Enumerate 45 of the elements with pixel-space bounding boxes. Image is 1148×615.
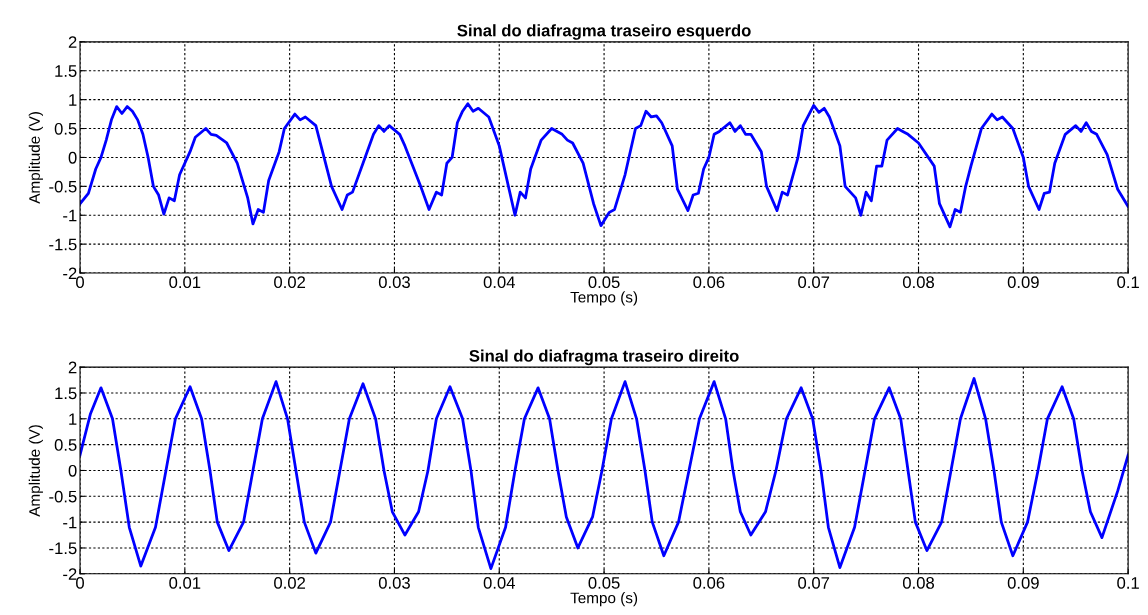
y-tick-label: -1.5 (49, 542, 77, 555)
x-tick-label: 0.08 (902, 577, 935, 589)
y-axis-title: Amplitude (V) (28, 425, 43, 517)
y-tick-label: 1.5 (55, 65, 77, 77)
x-tick-label: 0.09 (1007, 577, 1039, 589)
y-tick-label: -1.5 (49, 238, 77, 251)
x-tick-label: 0.06 (693, 276, 725, 289)
x-tick-label: 0.01 (169, 276, 201, 289)
y-axis-title: Amplitude (V) (28, 112, 43, 204)
chart-title: Sinal do diafragma traseiro direito (469, 349, 739, 366)
x-tick-label: 0.04 (483, 577, 515, 589)
y-tick-label: -1 (63, 516, 77, 529)
y-tick-label: 0.5 (54, 439, 77, 451)
chart-title: Sinal do diafragma traseiro esquerdo (457, 24, 751, 40)
y-tick-label: 0 (68, 151, 77, 164)
x-tick-label: 0.01 (169, 577, 201, 589)
x-tick-label: 0.03 (378, 276, 410, 289)
x-tick-label: 0.02 (274, 276, 306, 289)
y-tick-label: 1 (69, 413, 77, 425)
x-tick-label: 0.1 (1117, 577, 1139, 589)
y-tick-label: 0 (68, 464, 77, 477)
x-tick-label: 0.02 (274, 577, 306, 589)
x-tick-label: 0.07 (798, 577, 830, 589)
x-tick-label: 0.05 (588, 577, 620, 589)
x-tick-label: 0.04 (483, 276, 515, 289)
x-tick-label: 0.03 (378, 577, 410, 589)
y-tick-label: -2 (63, 267, 77, 280)
x-tick-label: 0.05 (588, 276, 620, 289)
x-tick-label: 0.07 (798, 276, 830, 289)
y-tick-label: -0.5 (49, 180, 77, 193)
y-tick-label: -0.5 (49, 490, 77, 503)
line-series (80, 102, 1129, 229)
x-axis-title: Tempo (s) (570, 592, 638, 607)
y-tick-label: -2 (63, 568, 77, 580)
y-tick-label: 1.5 (55, 387, 77, 400)
y-tick-label: 0.5 (54, 122, 77, 135)
x-axis-title: Tempo (s) (570, 291, 638, 306)
x-tick-label: 0.06 (693, 577, 725, 589)
y-tick-label: 2 (68, 361, 77, 374)
y-tick-label: 1 (69, 94, 77, 106)
y-tick-label: -1 (63, 209, 77, 222)
x-tick-label: 0.1 (1117, 276, 1139, 289)
x-tick-label: 0.08 (902, 276, 935, 289)
y-tick-label: 2 (68, 36, 77, 48)
x-tick-label: 0.09 (1007, 276, 1039, 289)
